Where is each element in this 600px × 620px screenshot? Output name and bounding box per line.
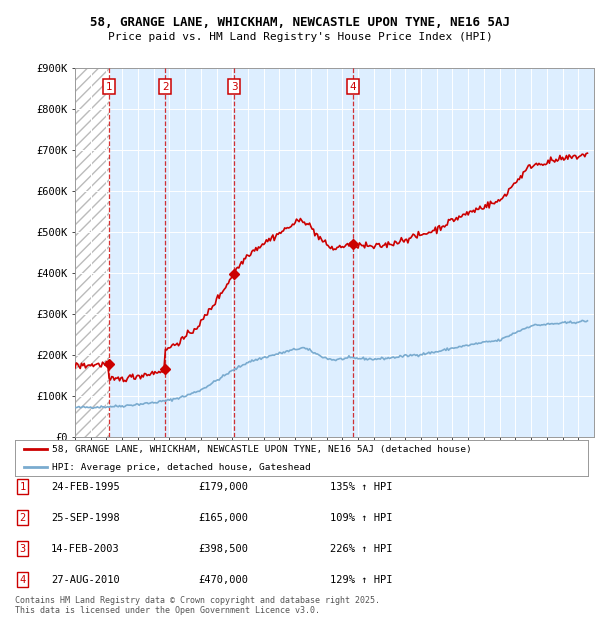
Text: £470,000: £470,000 bbox=[198, 575, 248, 585]
Text: 109% ↑ HPI: 109% ↑ HPI bbox=[330, 513, 392, 523]
Text: 4: 4 bbox=[20, 575, 26, 585]
Text: 1: 1 bbox=[106, 82, 112, 92]
Text: 27-AUG-2010: 27-AUG-2010 bbox=[51, 575, 120, 585]
Text: HPI: Average price, detached house, Gateshead: HPI: Average price, detached house, Gate… bbox=[52, 463, 311, 472]
Text: 1: 1 bbox=[20, 482, 26, 492]
Text: 135% ↑ HPI: 135% ↑ HPI bbox=[330, 482, 392, 492]
Text: £165,000: £165,000 bbox=[198, 513, 248, 523]
Text: 25-SEP-1998: 25-SEP-1998 bbox=[51, 513, 120, 523]
Text: 58, GRANGE LANE, WHICKHAM, NEWCASTLE UPON TYNE, NE16 5AJ: 58, GRANGE LANE, WHICKHAM, NEWCASTLE UPO… bbox=[90, 16, 510, 29]
Text: Contains HM Land Registry data © Crown copyright and database right 2025.
This d: Contains HM Land Registry data © Crown c… bbox=[15, 596, 380, 615]
Bar bbox=[75, 68, 109, 437]
Text: £398,500: £398,500 bbox=[198, 544, 248, 554]
Text: 226% ↑ HPI: 226% ↑ HPI bbox=[330, 544, 392, 554]
Text: 4: 4 bbox=[349, 82, 356, 92]
Bar bbox=[75, 68, 109, 437]
Text: Price paid vs. HM Land Registry's House Price Index (HPI): Price paid vs. HM Land Registry's House … bbox=[107, 32, 493, 42]
Text: 3: 3 bbox=[20, 544, 26, 554]
Text: 2: 2 bbox=[162, 82, 169, 92]
Text: 129% ↑ HPI: 129% ↑ HPI bbox=[330, 575, 392, 585]
Text: 14-FEB-2003: 14-FEB-2003 bbox=[51, 544, 120, 554]
Text: 58, GRANGE LANE, WHICKHAM, NEWCASTLE UPON TYNE, NE16 5AJ (detached house): 58, GRANGE LANE, WHICKHAM, NEWCASTLE UPO… bbox=[52, 445, 472, 454]
Text: 24-FEB-1995: 24-FEB-1995 bbox=[51, 482, 120, 492]
Text: £179,000: £179,000 bbox=[198, 482, 248, 492]
Text: 2: 2 bbox=[20, 513, 26, 523]
Text: 3: 3 bbox=[231, 82, 238, 92]
